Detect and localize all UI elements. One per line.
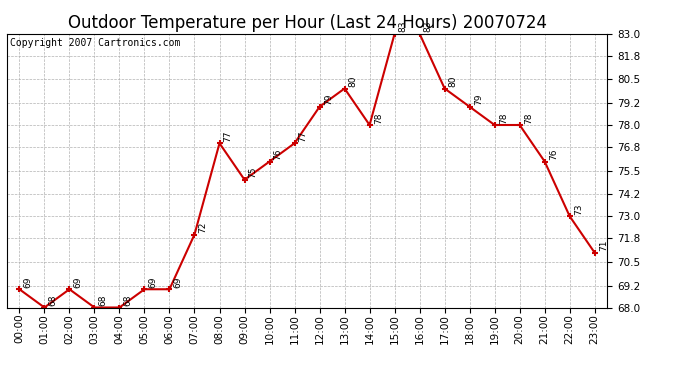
Text: 68: 68 [48, 295, 57, 306]
Title: Outdoor Temperature per Hour (Last 24 Hours) 20070724: Outdoor Temperature per Hour (Last 24 Ho… [68, 14, 546, 32]
Text: 83: 83 [399, 21, 408, 32]
Text: 71: 71 [599, 240, 608, 251]
Text: 75: 75 [248, 167, 257, 178]
Text: 77: 77 [224, 130, 233, 142]
Text: 69: 69 [148, 276, 157, 288]
Text: Copyright 2007 Cartronics.com: Copyright 2007 Cartronics.com [10, 38, 180, 48]
Text: 72: 72 [199, 222, 208, 233]
Text: 69: 69 [74, 276, 83, 288]
Text: 79: 79 [324, 94, 333, 105]
Text: 68: 68 [99, 295, 108, 306]
Text: 79: 79 [474, 94, 483, 105]
Text: 76: 76 [549, 148, 558, 160]
Text: 80: 80 [348, 76, 357, 87]
Text: 69: 69 [174, 276, 183, 288]
Text: 83: 83 [424, 21, 433, 32]
Text: 69: 69 [23, 276, 32, 288]
Text: 77: 77 [299, 130, 308, 142]
Text: 80: 80 [448, 76, 457, 87]
Text: 76: 76 [274, 148, 283, 160]
Text: 78: 78 [499, 112, 508, 124]
Text: 78: 78 [524, 112, 533, 124]
Text: 78: 78 [374, 112, 383, 124]
Text: 73: 73 [574, 203, 583, 215]
Text: 68: 68 [124, 295, 132, 306]
